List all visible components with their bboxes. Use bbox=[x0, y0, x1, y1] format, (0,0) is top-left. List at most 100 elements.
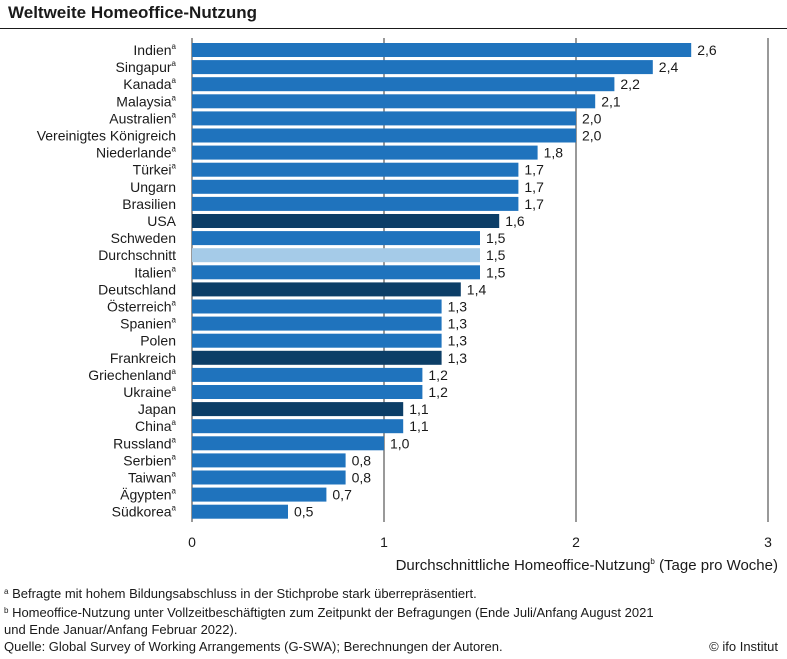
title-rule bbox=[0, 28, 787, 29]
category-label: Ägyptena bbox=[120, 487, 176, 503]
source-row: Quelle: Global Survey of Working Arrange… bbox=[4, 638, 784, 655]
bar bbox=[192, 94, 596, 109]
bar bbox=[192, 419, 404, 434]
category-label: Südkoreaa bbox=[112, 504, 177, 520]
category-label: Schweden bbox=[111, 230, 176, 246]
bar bbox=[192, 453, 346, 468]
bar bbox=[192, 282, 461, 297]
bar bbox=[192, 231, 480, 246]
value-label: 0,5 bbox=[294, 504, 314, 520]
category-label: Russlanda bbox=[113, 435, 176, 451]
category-label: Japan bbox=[138, 401, 176, 417]
bar bbox=[192, 77, 615, 92]
chart-title: Weltweite Homeoffice-Nutzung bbox=[8, 3, 258, 22]
value-label: 1,7 bbox=[524, 162, 544, 178]
bar bbox=[192, 214, 500, 228]
category-label: Polen bbox=[140, 333, 176, 349]
category-label: Griechenlanda bbox=[88, 367, 176, 383]
value-label: 1,2 bbox=[428, 384, 448, 400]
category-label: Frankreich bbox=[110, 350, 176, 366]
bar bbox=[192, 162, 519, 177]
x-tick-label: 2 bbox=[572, 534, 580, 550]
category-label: Indiena bbox=[133, 42, 176, 58]
bar bbox=[192, 436, 384, 451]
value-label: 2,4 bbox=[659, 59, 679, 75]
category-label: Brasilien bbox=[122, 196, 176, 212]
value-label: 1,4 bbox=[467, 281, 487, 297]
category-label: Durchschnitt bbox=[98, 247, 176, 263]
value-label: 1,3 bbox=[448, 299, 468, 315]
category-label: Kanadaa bbox=[123, 76, 176, 92]
category-label: Türkeia bbox=[133, 162, 177, 178]
value-label: 1,3 bbox=[448, 333, 468, 349]
value-label: 2,0 bbox=[582, 110, 602, 126]
footnote-b-continued: und Ende Januar/Anfang Februar 2022). bbox=[4, 622, 238, 637]
bar bbox=[192, 470, 346, 485]
bar-chart: IndienaSingapuraKanadaaMalaysiaaAustrali… bbox=[37, 38, 778, 574]
value-label: 1,5 bbox=[486, 247, 506, 263]
category-label: Niederlandea bbox=[96, 145, 177, 161]
bar bbox=[192, 111, 576, 126]
bar bbox=[192, 367, 423, 382]
category-label: Chinaa bbox=[135, 418, 177, 434]
value-label: 1,6 bbox=[505, 213, 525, 229]
category-label: Taiwana bbox=[128, 470, 177, 486]
footnote-b: b Homeoffice-Nutzung unter Vollzeitbesch… bbox=[4, 605, 654, 620]
value-label: 1,1 bbox=[409, 401, 429, 417]
value-label: 0,7 bbox=[332, 487, 352, 503]
value-label: 1,1 bbox=[409, 418, 429, 434]
value-label: 1,5 bbox=[486, 230, 506, 246]
category-label: Spaniena bbox=[120, 316, 176, 332]
value-label: 2,6 bbox=[697, 42, 717, 58]
value-label: 1,3 bbox=[448, 316, 468, 332]
value-label: 1,3 bbox=[448, 350, 468, 366]
bars bbox=[192, 43, 692, 519]
category-label: USA bbox=[147, 213, 176, 229]
value-label: 1,7 bbox=[524, 196, 544, 212]
bar bbox=[192, 333, 442, 348]
footnote-a: a Befragte mit hohem Bildungsabschluss i… bbox=[4, 586, 477, 601]
bar bbox=[192, 316, 442, 331]
source-text: Quelle: Global Survey of Working Arrange… bbox=[4, 639, 503, 654]
value-labels: 2,62,42,22,12,02,01,81,71,71,71,61,51,51… bbox=[294, 42, 717, 520]
value-label: 1,2 bbox=[428, 367, 448, 383]
value-label: 2,2 bbox=[620, 76, 640, 92]
bar bbox=[192, 145, 538, 160]
x-tick-label: 0 bbox=[188, 534, 196, 550]
value-label: 1,5 bbox=[486, 264, 506, 280]
bar bbox=[192, 60, 653, 75]
category-label: Serbiena bbox=[123, 452, 176, 468]
value-label: 1,8 bbox=[544, 145, 564, 161]
category-label: Vereinigtes Königreich bbox=[37, 128, 176, 144]
footnotes: a Befragte mit hohem Bildungsabschluss i… bbox=[4, 583, 784, 655]
value-label: 2,1 bbox=[601, 93, 621, 109]
category-label: Ukrainea bbox=[123, 384, 176, 400]
bar bbox=[192, 128, 576, 143]
bar bbox=[192, 487, 327, 502]
value-label: 1,0 bbox=[390, 435, 410, 451]
bar bbox=[192, 43, 692, 57]
category-label: Malaysiaa bbox=[116, 93, 176, 109]
bar bbox=[192, 196, 519, 211]
category-label: Deutschland bbox=[98, 281, 176, 297]
bar bbox=[192, 504, 288, 519]
bar bbox=[192, 179, 519, 194]
category-label: Italiena bbox=[134, 264, 176, 280]
credit-text: © ifo Institut bbox=[709, 639, 778, 654]
category-label: Singapura bbox=[116, 59, 177, 75]
value-label: 1,7 bbox=[524, 179, 544, 195]
bar bbox=[192, 265, 480, 280]
value-label: 0,8 bbox=[352, 470, 372, 486]
x-tick-labels: 0 1 2 3 bbox=[188, 534, 772, 550]
category-labels: IndienaSingapuraKanadaaMalaysiaaAustrali… bbox=[37, 42, 177, 520]
bar bbox=[192, 402, 404, 417]
bar bbox=[192, 248, 480, 263]
x-tick-label: 1 bbox=[380, 534, 388, 550]
value-label: 0,8 bbox=[352, 452, 372, 468]
value-label: 2,0 bbox=[582, 128, 602, 144]
bar bbox=[192, 299, 442, 314]
category-label: Australiena bbox=[109, 110, 176, 126]
x-tick-label: 3 bbox=[764, 534, 772, 550]
category-label: Ungarn bbox=[130, 179, 176, 195]
bar bbox=[192, 350, 442, 365]
